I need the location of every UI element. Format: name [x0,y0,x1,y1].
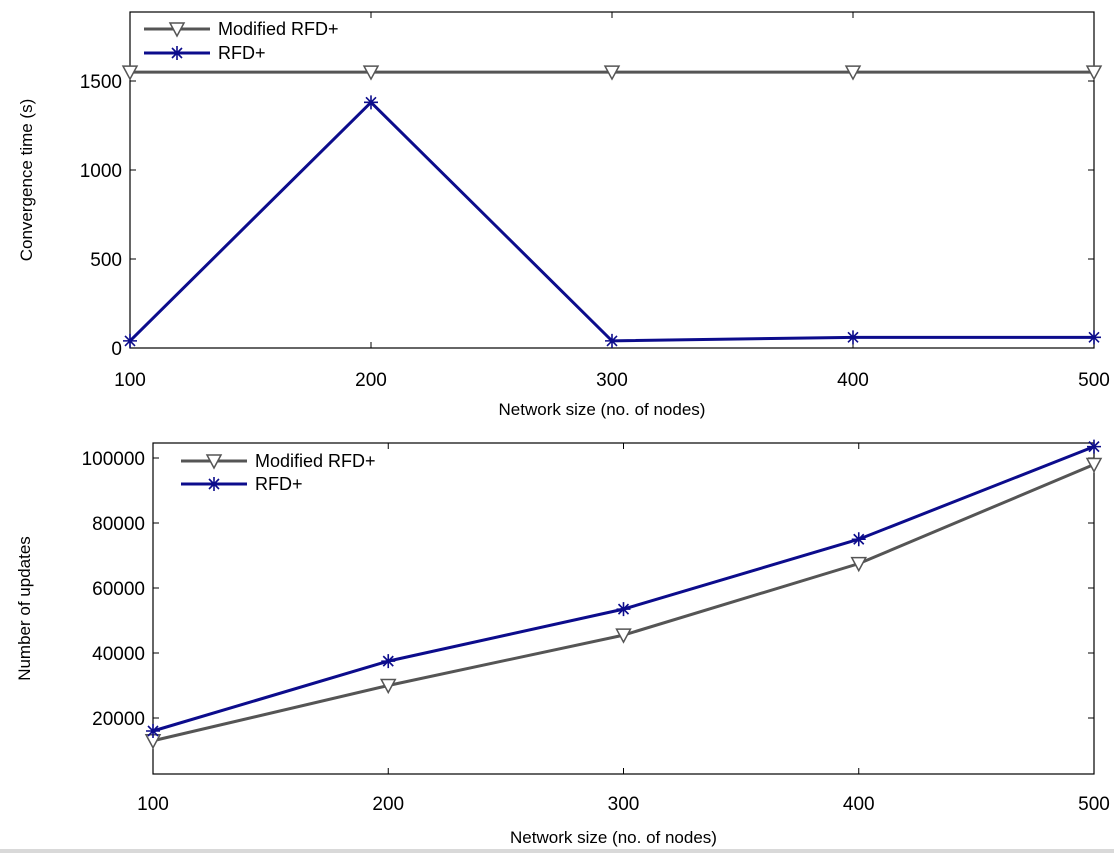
data-point [381,654,396,669]
y-tick-label: 0 [111,339,122,360]
x-tick-label: 400 [843,794,875,815]
y-tick-label: 60000 [92,579,145,600]
legend-label: RFD+ [218,43,266,63]
legend-marker [170,46,184,60]
data-point [364,95,378,110]
legend-marker [168,22,186,38]
data-point [615,628,632,644]
x-tick-label: 300 [596,370,628,391]
data-point [1085,65,1103,81]
legend-marker [207,477,221,491]
plot-area [129,11,1095,349]
x-tick-label: 400 [837,370,869,391]
data-point [844,65,862,81]
data-point [123,333,137,348]
data-point [1087,439,1101,454]
y-tick-label: 40000 [92,644,145,665]
x-axis-label: Network size (no. of nodes) [499,400,706,419]
legend-label: Modified RFD+ [218,19,339,39]
data-point [146,724,160,738]
data-point [1087,330,1101,345]
x-tick-label: 200 [355,370,387,391]
legend-marker [205,454,223,470]
data-point [362,65,380,81]
data-point [851,532,866,547]
y-tick-label: 20000 [92,709,145,730]
legend-label: Modified RFD+ [255,451,376,471]
y-axis-label: Convergence time (s) [17,99,36,262]
y-tick-label: 80000 [92,514,145,535]
y-tick-label: 1500 [80,72,122,93]
data-point [616,602,631,617]
legend-label: RFD+ [255,474,303,494]
x-tick-label: 100 [114,370,146,391]
data-point [605,333,619,348]
y-tick-label: 100000 [82,449,145,470]
data-point [121,65,139,81]
bottom-border [0,849,1114,853]
x-tick-label: 500 [1078,370,1110,391]
y-tick-label: 500 [90,250,122,271]
number-of-updates-chart: 100 200 300 400 500 20000 40000 60000 80000 10000… [15,439,1110,847]
y-tick-label: 1000 [80,161,122,182]
data-point [850,556,868,573]
data-point [846,330,860,345]
y-axis-label: Number of updates [15,536,34,681]
x-tick-label: 200 [372,794,404,815]
data-point [379,678,397,695]
x-tick-label: 100 [137,794,169,815]
x-axis-label: Network size (no. of nodes) [510,828,717,847]
data-point [603,65,621,81]
convergence-time-chart: 100 200 300 400 500 0 500 1000 1500 Network size … [17,11,1110,419]
x-tick-label: 300 [608,794,640,815]
data-point [1085,457,1103,474]
x-tick-label: 500 [1078,794,1110,815]
